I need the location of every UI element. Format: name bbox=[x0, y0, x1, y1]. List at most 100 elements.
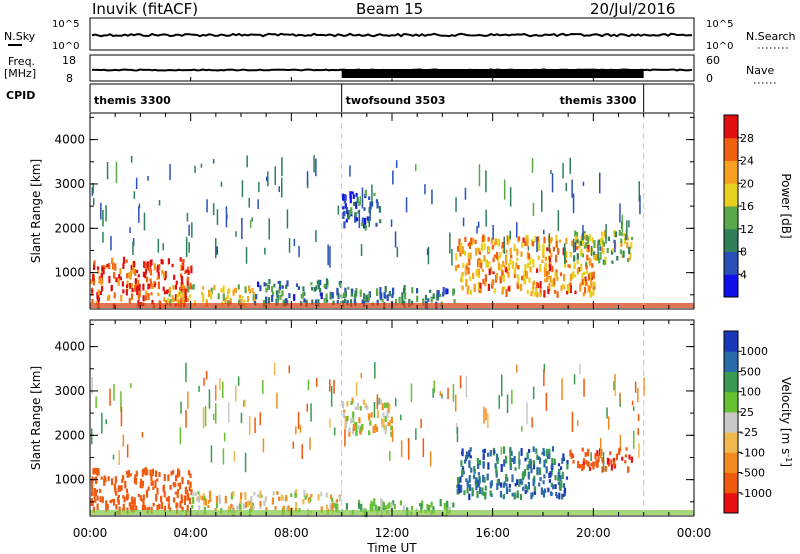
heatmap-cell bbox=[92, 277, 96, 286]
heatmap-cell bbox=[400, 414, 402, 421]
heatmap-cell bbox=[628, 220, 630, 228]
heatmap-cell bbox=[524, 241, 527, 247]
heatmap-cell bbox=[520, 251, 523, 257]
heatmap-cell bbox=[524, 263, 527, 272]
heatmap-cell bbox=[285, 298, 288, 305]
heatmap-cell bbox=[521, 242, 524, 248]
colorbar-tick-label: -100 bbox=[740, 446, 765, 459]
heatmap-cell bbox=[139, 481, 142, 489]
heatmap-cell bbox=[384, 425, 387, 431]
heatmap-cell bbox=[163, 290, 166, 295]
heatmap-cell bbox=[484, 485, 487, 491]
heatmap-cell bbox=[142, 271, 145, 278]
heatmap-cell bbox=[271, 497, 274, 505]
heatmap-cell bbox=[579, 282, 582, 287]
heatmap-cell bbox=[329, 246, 331, 268]
time-axis: 00:00 04:00 08:00 12:00 16:00 20:00 00:00 bbox=[73, 77, 711, 540]
heatmap-cell bbox=[297, 286, 300, 290]
heatmap-cell bbox=[151, 468, 155, 474]
heatmap-cell bbox=[621, 254, 624, 259]
heatmap-cell bbox=[527, 471, 530, 480]
heatmap-cell bbox=[203, 496, 206, 501]
colorbar-swatch bbox=[724, 115, 738, 139]
heatmap-cell bbox=[583, 378, 585, 397]
heatmap-cell bbox=[500, 482, 503, 488]
heatmap-cell bbox=[390, 431, 393, 437]
heatmap-cell bbox=[461, 272, 464, 277]
heatmap-cell bbox=[364, 225, 367, 231]
heatmap-cell bbox=[129, 283, 132, 289]
y-tick-label: 4000 bbox=[54, 340, 85, 354]
heatmap-cell bbox=[250, 507, 253, 512]
heatmap-cell bbox=[341, 401, 345, 409]
heatmap-cell bbox=[536, 291, 539, 298]
heatmap-cell bbox=[497, 262, 500, 271]
heatmap-cell bbox=[233, 451, 236, 462]
heatmap-cell bbox=[456, 427, 459, 443]
heatmap-cell bbox=[487, 412, 489, 429]
heatmap-cell bbox=[510, 450, 513, 456]
heatmap-cell bbox=[355, 381, 358, 397]
heatmap-cell bbox=[332, 300, 335, 305]
heatmap-cell bbox=[501, 374, 503, 397]
heatmap-cell bbox=[516, 490, 519, 499]
heatmap-cell bbox=[144, 472, 147, 476]
heatmap-cell bbox=[288, 293, 291, 299]
colorbar-swatch bbox=[724, 160, 738, 184]
heatmap-cell bbox=[630, 242, 633, 250]
heatmap-cell bbox=[593, 240, 596, 248]
heatmap-cell bbox=[590, 462, 593, 467]
heatmap-cell bbox=[521, 472, 524, 481]
heatmap-cell bbox=[180, 264, 183, 271]
heatmap-cell bbox=[576, 253, 579, 260]
heatmap-cell bbox=[266, 285, 269, 290]
heatmap-cell bbox=[132, 499, 135, 506]
heatmap-cell bbox=[336, 300, 339, 304]
heatmap-cell bbox=[587, 244, 590, 253]
heatmap-cell bbox=[164, 271, 167, 279]
heatmap-cell bbox=[122, 475, 125, 481]
heatmap-cell bbox=[105, 500, 108, 506]
nave-tick-top: 60 bbox=[706, 54, 720, 67]
heatmap-cell bbox=[592, 463, 595, 467]
heatmap-cell bbox=[113, 483, 116, 490]
heatmap-cell bbox=[360, 373, 362, 379]
heatmap-cell bbox=[627, 258, 630, 263]
heatmap-cell bbox=[317, 493, 320, 501]
heatmap-cell bbox=[513, 243, 516, 252]
heatmap-cell bbox=[358, 417, 361, 424]
heatmap-cell bbox=[96, 266, 100, 270]
heatmap-cell bbox=[562, 483, 566, 489]
heatmap-cell bbox=[137, 293, 140, 300]
heatmap-cell bbox=[575, 235, 578, 240]
heatmap-cell bbox=[91, 187, 94, 196]
heatmap-cell bbox=[474, 239, 477, 245]
heatmap-cell bbox=[516, 364, 518, 373]
heatmap-cell bbox=[419, 503, 422, 507]
heatmap-cell bbox=[392, 500, 395, 505]
heatmap-cell bbox=[95, 468, 98, 475]
heatmap-cell bbox=[262, 438, 265, 453]
heatmap-cell bbox=[130, 270, 133, 275]
heatmap-cell bbox=[426, 248, 429, 256]
heatmap-cell bbox=[551, 446, 555, 452]
heatmap-cell bbox=[162, 286, 165, 291]
heatmap-cell bbox=[585, 460, 588, 465]
heatmap-cell bbox=[506, 235, 509, 243]
heatmap-cell bbox=[113, 292, 116, 299]
heatmap-cell bbox=[562, 453, 565, 461]
heatmap-cell bbox=[490, 480, 493, 487]
colorbar-swatch bbox=[724, 137, 738, 161]
heatmap-cell bbox=[342, 206, 345, 210]
noise-panel: N.Sky 10^5 10^0 10^5 10^0 N.Search bbox=[4, 17, 796, 52]
heatmap-cell bbox=[249, 220, 252, 228]
heatmap-cell bbox=[526, 290, 529, 294]
heatmap-cell bbox=[516, 274, 519, 279]
heatmap-cell bbox=[110, 286, 113, 292]
heatmap-cell bbox=[213, 285, 216, 291]
heatmap-cell bbox=[208, 289, 211, 297]
heatmap-cell bbox=[210, 287, 213, 295]
heatmap-cell bbox=[386, 411, 389, 418]
colorbar-tick-label: 1000 bbox=[740, 345, 768, 358]
heatmap-cell bbox=[511, 458, 514, 463]
